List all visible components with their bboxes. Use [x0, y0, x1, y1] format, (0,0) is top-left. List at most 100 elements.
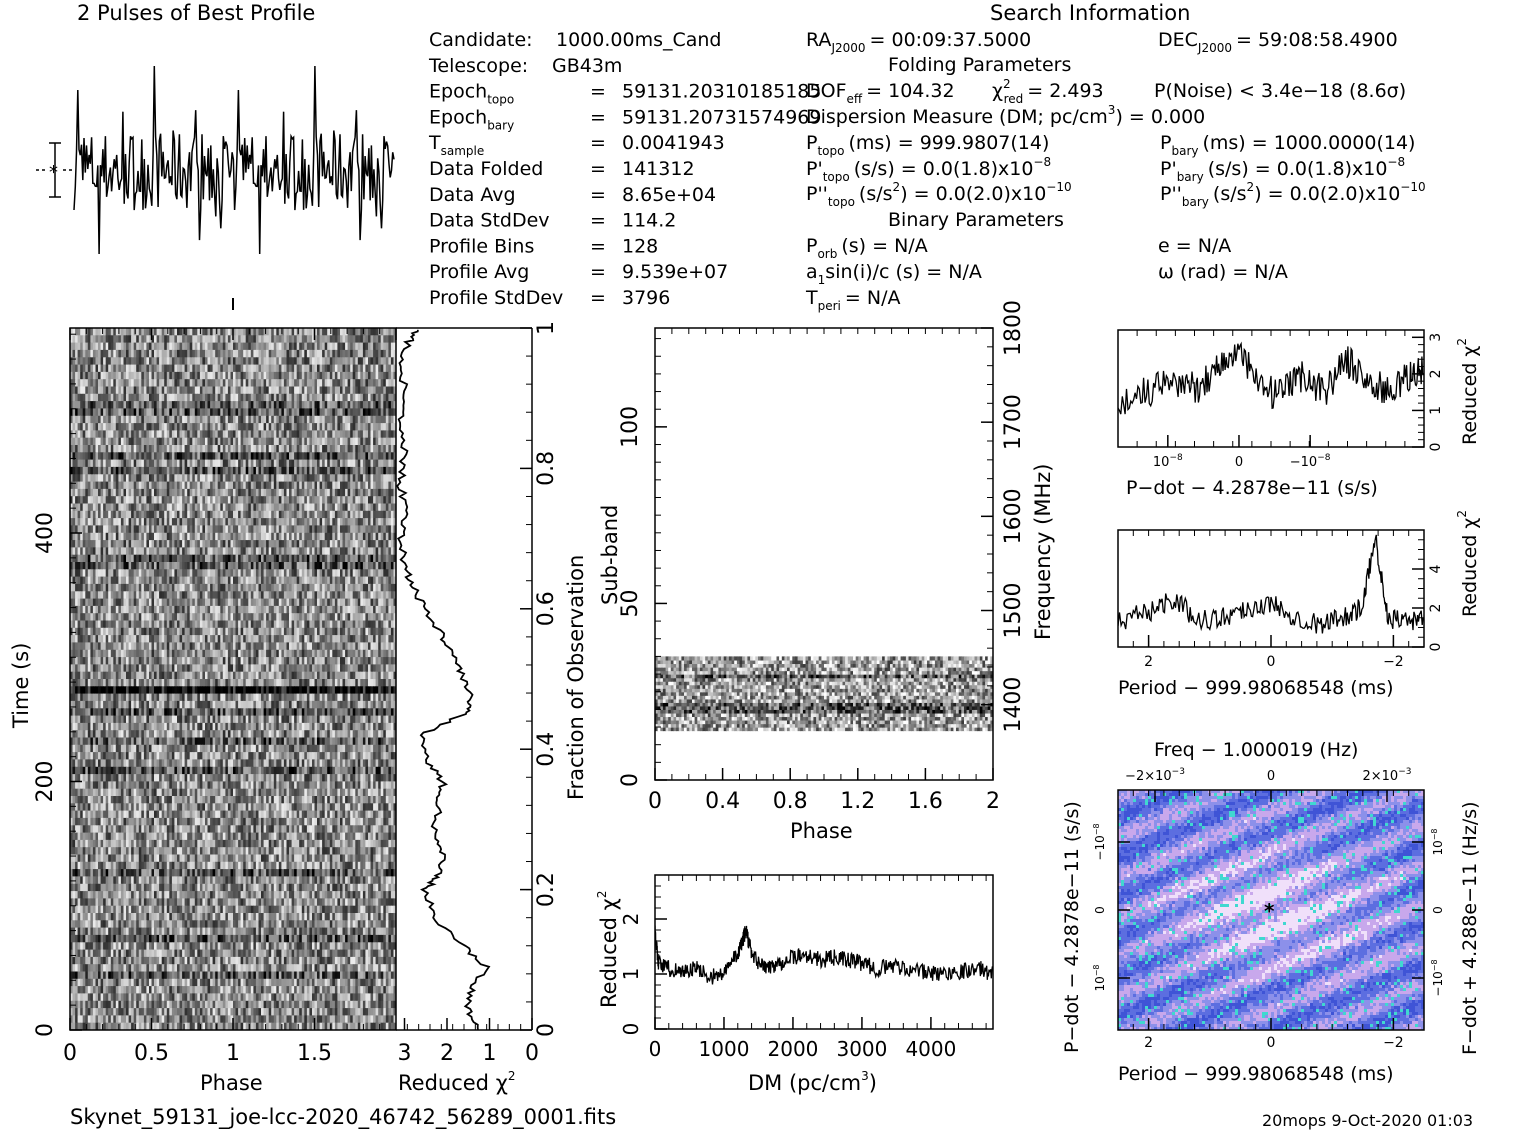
time-phase-cell: [342, 598, 346, 607]
time-phase-cell: [82, 576, 86, 585]
time-phase-cell: [360, 591, 364, 600]
time-phase-cell: [192, 562, 196, 570]
time-phase-cell: [187, 510, 191, 519]
time-phase-cell: [337, 547, 341, 556]
time-phase-cell: [355, 423, 359, 432]
time-phase-cell: [324, 342, 328, 351]
time-phase-cell: [301, 386, 305, 395]
time-phase-cell: [161, 547, 165, 556]
time-phase-cell: [314, 459, 318, 468]
time-phase-cell: [85, 496, 89, 505]
time-phase-cell: [380, 423, 384, 432]
time-phase-cell: [390, 415, 395, 424]
time-phase-cell: [243, 459, 247, 468]
time-phase-cell: [266, 408, 270, 417]
time-phase-cell: [128, 423, 132, 432]
time-phase-cell: [355, 503, 359, 512]
time-phase-cell: [337, 437, 341, 446]
time-phase-cell: [355, 328, 359, 336]
time-phase-cell: [217, 540, 221, 549]
time-phase-cell: [118, 386, 122, 395]
time-phase-cell: [306, 466, 311, 475]
time-phase-cell: [271, 452, 275, 461]
time-phase-cell: [383, 466, 387, 475]
time-phase-cell: [294, 430, 298, 439]
time-phase-cell: [75, 510, 79, 519]
time-phase-cell: [174, 525, 178, 534]
time-phase-cell: [177, 540, 181, 549]
time-phase-cell: [317, 503, 321, 512]
time-phase-cell: [286, 393, 290, 402]
time-phase-cell: [385, 349, 389, 358]
time-phase-cell: [215, 452, 219, 461]
time-phase-cell: [299, 562, 303, 570]
time-phase-cell: [164, 583, 168, 592]
time-phase-cell: [362, 415, 367, 424]
time-phase-cell: [342, 386, 346, 395]
time-phase-cell: [215, 415, 219, 424]
time-phase-cell: [169, 503, 173, 512]
time-phase-cell: [70, 452, 74, 461]
time-phase-cell: [141, 357, 145, 366]
time-phase-cell: [98, 591, 102, 600]
time-phase-cell: [319, 591, 323, 600]
time-phase-cell: [202, 510, 206, 519]
time-phase-cell: [222, 342, 226, 351]
time-phase-cell: [230, 503, 234, 512]
time-phase-cell: [312, 335, 316, 344]
time-phase-cell: [207, 459, 211, 468]
time-phase-cell: [95, 459, 99, 468]
time-phase-cell: [255, 481, 260, 490]
time-phase-cell: [357, 371, 361, 380]
time-phase-cell: [253, 605, 257, 614]
time-phase-cell: [227, 379, 232, 388]
time-phase-cell: [118, 459, 122, 468]
time-phase-cell: [306, 371, 311, 380]
time-phase-cell: [296, 371, 300, 380]
time-phase-cell: [128, 532, 132, 541]
time-phase-cell: [100, 569, 104, 578]
time-phase-cell: [182, 445, 186, 453]
time-phase-cell: [294, 474, 298, 483]
time-phase-cell: [317, 481, 321, 490]
time-phase-cell: [171, 598, 176, 607]
time-phase-cell: [385, 386, 389, 395]
time-phase-cell: [182, 379, 186, 388]
time-phase-cell: [87, 408, 91, 417]
time-phase-cell: [370, 488, 374, 497]
time-phase-cell: [189, 562, 193, 570]
time-phase-cell: [166, 364, 170, 373]
time-phase-cell: [205, 510, 209, 519]
time-phase-cell: [233, 583, 237, 592]
time-phase-cell: [291, 569, 295, 578]
time-phase-cell: [362, 349, 367, 358]
time-phase-cell: [240, 459, 244, 468]
time-phase-cell: [342, 459, 346, 468]
time-phase-cell: [227, 452, 232, 461]
time-phase-cell: [263, 503, 267, 512]
time-phase-cell: [390, 598, 395, 607]
time-phase-cell: [171, 437, 176, 446]
time-phase-cell: [235, 466, 239, 475]
time-phase-cell: [340, 554, 344, 563]
time-phase-cell: [253, 415, 257, 424]
time-phase-cell: [189, 452, 193, 461]
time-phase-cell: [131, 591, 135, 600]
time-phase-cell: [255, 437, 260, 446]
time-phase-cell: [388, 591, 392, 600]
time-phase-cell: [240, 379, 244, 388]
time-phase-cell: [159, 393, 163, 402]
time-phase-cell: [136, 408, 140, 417]
time-phase-cell: [258, 371, 262, 380]
time-phase-cell: [82, 371, 86, 380]
time-phase-cell: [194, 562, 198, 570]
time-phase-cell: [159, 518, 163, 527]
time-phase-cell: [207, 481, 211, 490]
time-phase-cell: [368, 342, 372, 351]
time-phase-cell: [199, 496, 204, 505]
time-phase-cell: [171, 401, 176, 410]
time-phase-cell: [90, 474, 94, 483]
time-phase-cell: [304, 342, 308, 351]
time-phase-cell: [296, 518, 300, 527]
time-phase-cell: [240, 342, 244, 351]
